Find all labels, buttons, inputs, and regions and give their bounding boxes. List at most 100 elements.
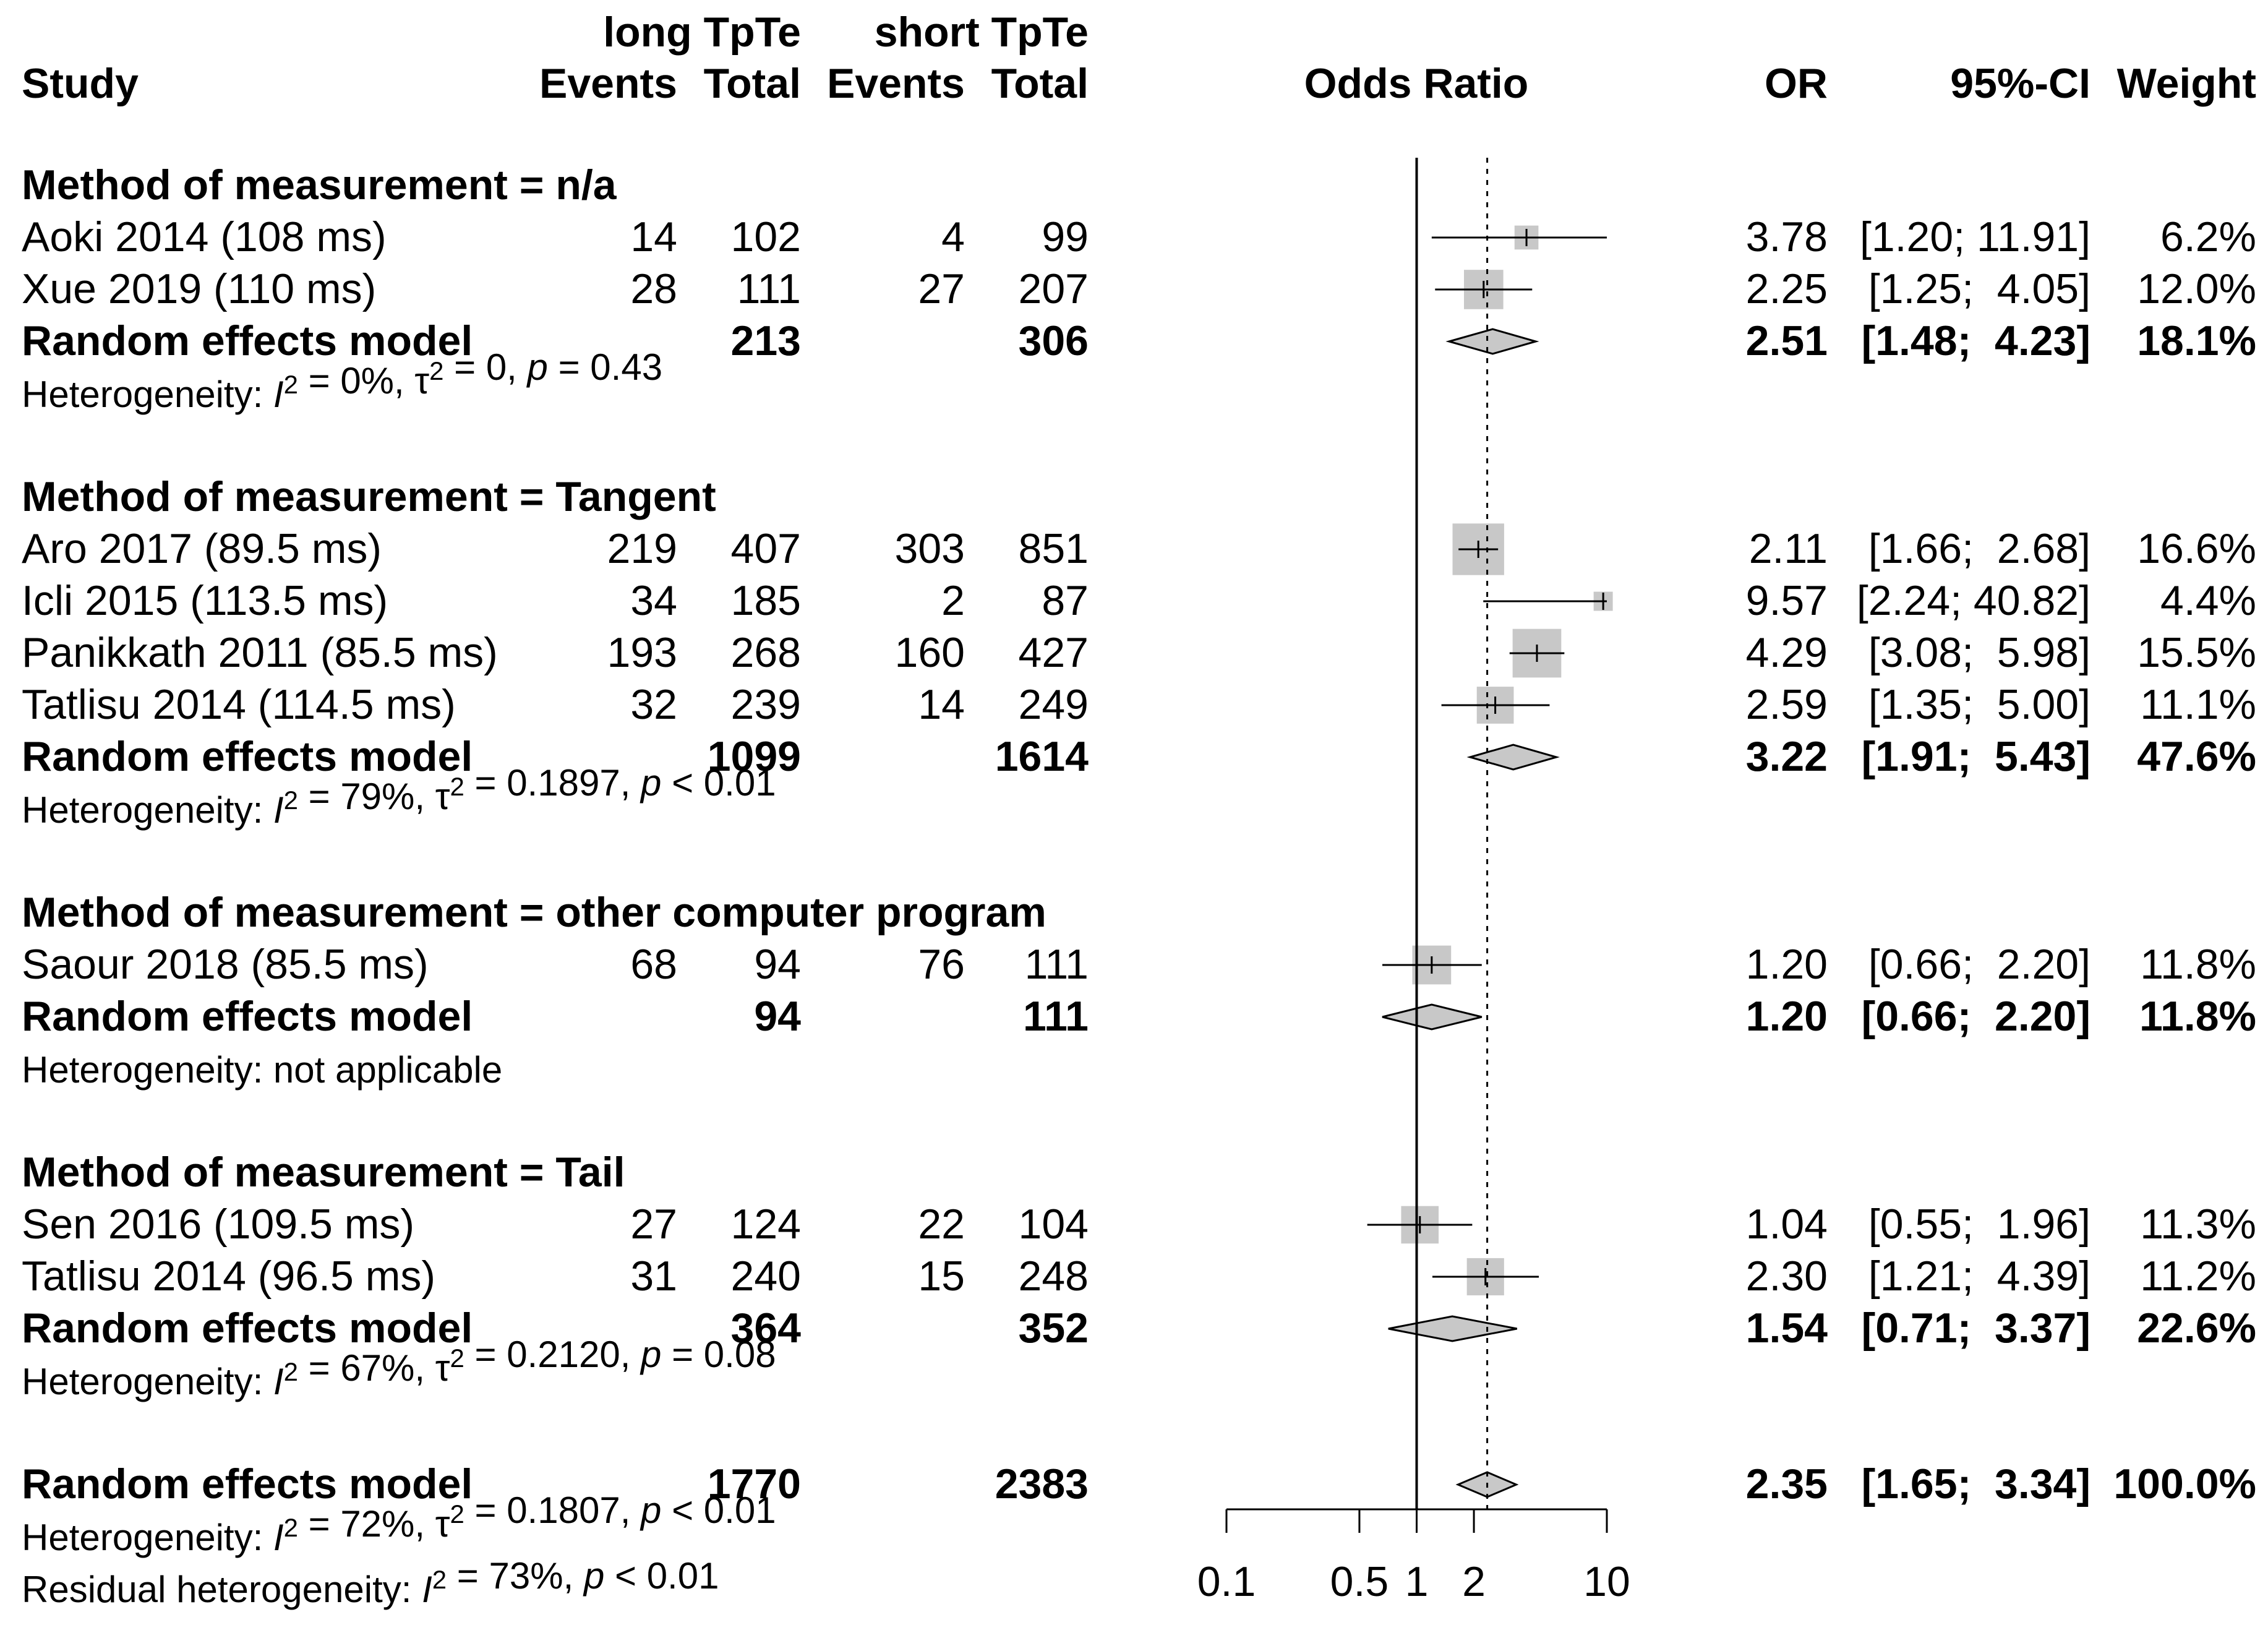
tick-label: 0.5 [1330, 1558, 1389, 1605]
header-group1-title: long TpTe [603, 9, 801, 56]
ci-value: [1.20; 11.91] [1860, 213, 2090, 260]
study-label: Random effects model [22, 1460, 473, 1507]
het-segment: Heterogeneity: [22, 1361, 273, 1402]
header-total-1: Total [704, 60, 801, 107]
total-2: 207 [1019, 265, 1089, 312]
het-segment: 2 [432, 1565, 447, 1594]
header-or: OR [1765, 60, 1828, 107]
total-1: 94 [754, 993, 801, 1040]
ci-value: [1.21; 4.39] [1868, 1253, 2090, 1300]
or-value: 1.04 [1746, 1201, 1828, 1248]
subgroup-label: Method of measurement = Tail [22, 1149, 625, 1196]
row-study: Panikkath 2011 (85.5 ms) 193 268 160 427 4.29… [22, 628, 2256, 678]
events-2: 76 [918, 941, 965, 988]
het-segment: Heterogeneity: [22, 789, 273, 831]
heterogeneity-text: Heterogeneity: I2 = 79%, τ2 = 0.1897, p … [22, 762, 776, 831]
header-ci: 95%-CI [1950, 60, 2090, 107]
het-segment: p [640, 1490, 661, 1531]
tick-label: 0.1 [1197, 1558, 1256, 1605]
events-1: 193 [607, 629, 677, 676]
study-label: Icli 2015 (113.5 ms) [22, 577, 388, 624]
total-2: 427 [1019, 629, 1089, 676]
ci-value: [1.35; 5.00] [1868, 681, 2090, 728]
het-segment: Residual heterogeneity: [22, 1569, 422, 1610]
row-study: Aoki 2014 (108 ms) 14 102 4 99 3.78 [1.20; 11.… [22, 213, 2256, 260]
het-segment: I [273, 1517, 284, 1558]
row-pooled: Random effects model 213 306 2.51 [1.48; 4.2… [22, 317, 2256, 364]
total-2: 249 [1019, 681, 1089, 728]
total-1: 407 [731, 525, 801, 572]
events-1: 32 [630, 681, 677, 728]
or-value: 2.59 [1746, 681, 1828, 728]
row-pooled: Random effects model 364 352 1.54 [0.71; 3.3… [22, 1305, 2256, 1352]
header-study: Study [22, 60, 139, 107]
events-2: 303 [895, 525, 965, 572]
het-segment: = 73%, [447, 1555, 584, 1597]
het-segment: I [273, 1361, 284, 1402]
study-label: Saour 2018 (85.5 ms) [22, 941, 429, 988]
weight-value: 11.3% [2140, 1201, 2256, 1248]
weight-value: 47.6% [2137, 733, 2256, 780]
or-value: 2.51 [1746, 317, 1828, 364]
pooled-diamond [1388, 1315, 1518, 1342]
het-segment: 2 [284, 786, 298, 815]
forest-rows: Method of measurement = n/a Aoki 2014 (10… [22, 161, 2256, 1610]
study-label: Aoki 2014 (108 ms) [22, 213, 387, 260]
total-2: 99 [1042, 213, 1089, 260]
or-value: 1.20 [1746, 941, 1828, 988]
subgroup-label: Method of measurement = other computer p… [22, 889, 1046, 936]
row-study: Icli 2015 (113.5 ms) 34 185 2 87 9.57 [2.24; 4… [22, 577, 2256, 624]
het-segment: Heterogeneity: [22, 1517, 273, 1558]
het-segment: 2 [429, 356, 443, 385]
or-value: 1.54 [1746, 1305, 1828, 1352]
het-segment: 2 [284, 1513, 298, 1542]
header-weight: Weight [2117, 60, 2256, 107]
or-value: 1.20 [1746, 993, 1828, 1040]
x-axis: 0.1 0.5 1 2 10 [1197, 158, 1630, 1605]
het-segment: 2 [284, 370, 298, 399]
study-label: Tatlisu 2014 (96.5 ms) [22, 1253, 435, 1300]
or-value: 4.29 [1746, 629, 1828, 676]
het-segment: = 72%, τ [298, 1503, 450, 1545]
study-label: Sen 2016 (109.5 ms) [22, 1201, 414, 1248]
header-odds-ratio: Odds Ratio [1304, 60, 1529, 107]
tick-label: 10 [1583, 1558, 1630, 1605]
events-1: 14 [630, 213, 677, 260]
or-value: 2.11 [1749, 525, 1828, 572]
het-segment: p [526, 346, 548, 388]
row-subgroup: Method of measurement = Tail [22, 1149, 625, 1196]
header-events-2: Events [827, 60, 965, 107]
weight-value: 11.8% [2139, 993, 2256, 1040]
pooled-diamond [1445, 328, 1539, 355]
het-segment: = 0.43 [548, 346, 662, 388]
ci-value: [0.66; 2.20] [1868, 941, 2090, 988]
het-segment: 2 [284, 1357, 298, 1386]
events-2: 15 [918, 1253, 965, 1300]
weight-value: 4.4% [2160, 577, 2256, 624]
ci-value: [1.91; 5.43] [1862, 733, 2090, 780]
het-segment: p [640, 1334, 661, 1375]
events-1: 31 [630, 1253, 677, 1300]
events-2: 160 [895, 629, 965, 676]
total-1: 124 [731, 1201, 801, 1248]
het-segment: 2 [450, 1344, 464, 1373]
events-1: 28 [630, 265, 677, 312]
het-segment: Heterogeneity: [22, 374, 273, 415]
total-2: 851 [1019, 525, 1089, 572]
total-1: 364 [731, 1305, 802, 1352]
study-label: Random effects model [22, 733, 473, 780]
row-study: Sen 2016 (109.5 ms) 27 124 22 104 1.04 [0.55; … [22, 1201, 2256, 1248]
study-label: Xue 2019 (110 ms) [22, 265, 376, 312]
events-2: 22 [918, 1201, 965, 1248]
total-1: 102 [731, 213, 801, 260]
het-segment: < 0.01 [661, 1490, 776, 1531]
row-subgroup: Method of measurement = Tangent [22, 473, 716, 520]
weight-value: 11.1% [2140, 681, 2256, 728]
row-study: Xue 2019 (110 ms) 28 111 27 207 2.25 [1.25; 4.… [22, 265, 2256, 312]
study-label: Aro 2017 (89.5 ms) [22, 525, 382, 572]
subgroup-label: Method of measurement = n/a [22, 161, 617, 208]
total-2: 87 [1042, 577, 1089, 624]
row-het_black: Heterogeneity: I2 = 72%, τ2 = 0.1807, p … [22, 1490, 776, 1558]
header-total-2: Total [991, 60, 1089, 107]
weight-value: 12.0% [2137, 265, 2256, 312]
